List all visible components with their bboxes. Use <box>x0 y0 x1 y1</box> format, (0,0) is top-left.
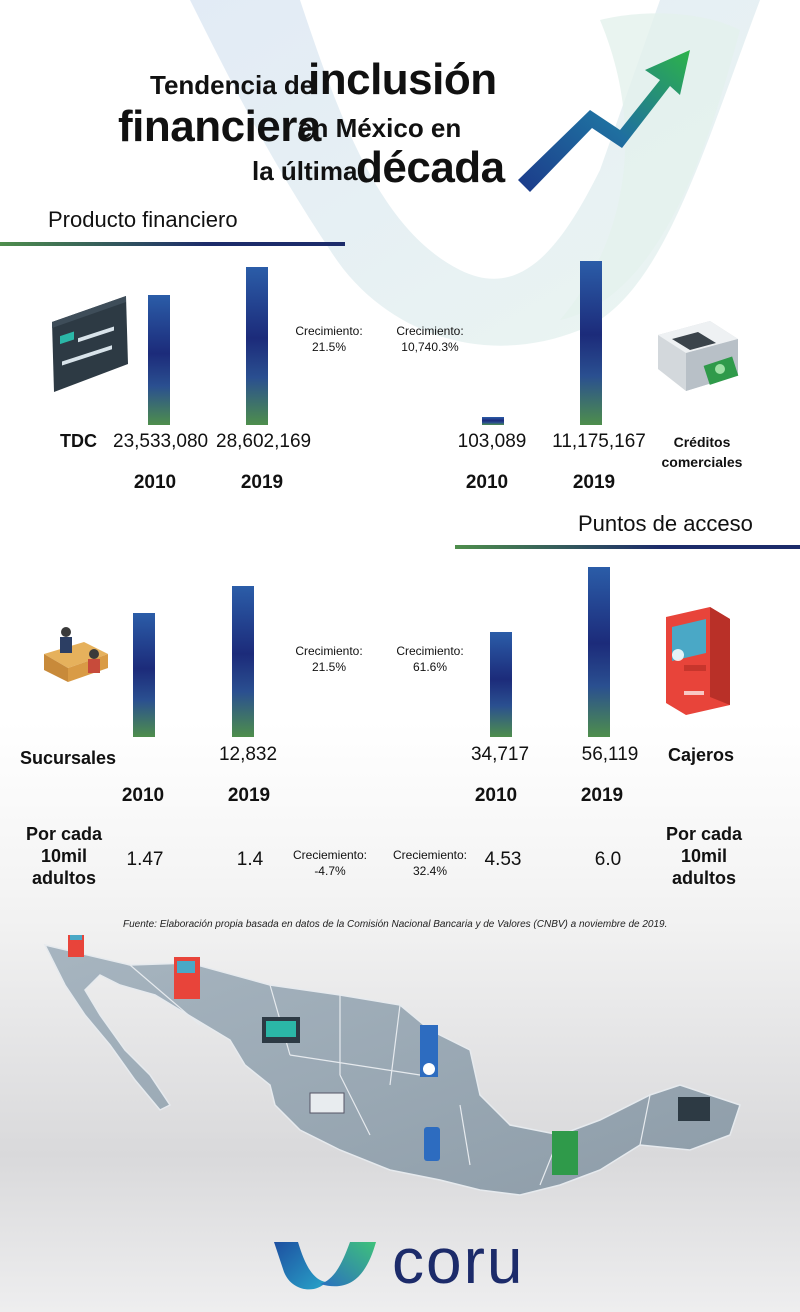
year-label: 2019 <box>240 472 284 493</box>
bar-creditos-2010 <box>482 417 504 425</box>
growth-label: Crecimiento: <box>396 324 464 338</box>
background-swoosh <box>190 0 760 346</box>
section-divider <box>0 242 345 246</box>
year-label: 2010 <box>474 785 518 806</box>
growth-label: Crecimiento: <box>295 324 363 338</box>
value-label-tdc-2019: 28,602,169 <box>216 431 312 452</box>
atm-icon <box>666 607 730 715</box>
bar-tdc-2010 <box>148 295 170 425</box>
credit-card-icon <box>52 296 128 392</box>
growth-label: Creciemiento: <box>392 848 468 862</box>
growth-sucursales: Crecimiento: 21.5% <box>290 643 368 675</box>
money-counter-icon <box>658 321 739 391</box>
per-value-cajeros-2019: 6.0 <box>594 849 622 870</box>
growth-tdc: Crecimiento: 21.5% <box>290 323 368 355</box>
title-part: década <box>356 143 505 192</box>
value-label-cajeros-2019: 56,119 <box>581 744 639 765</box>
title-part: inclusión <box>308 55 497 104</box>
per-value-sucursales-2010: 1.47 <box>126 849 164 870</box>
growth-value: -4.7% <box>314 864 346 878</box>
growth-label: Crecimiento: <box>295 644 363 658</box>
per-growth-cajeros: Creciemiento: 32.4% <box>386 847 474 879</box>
bank-branch-icon <box>44 627 108 682</box>
title-part: financiera <box>118 102 321 151</box>
value-label-sucursales-2019: 12,832 <box>218 744 278 765</box>
growth-label: Crecimiento: <box>396 644 464 658</box>
section-title-producto: Producto financiero <box>48 207 238 232</box>
bar-sucursales-2010 <box>133 612 155 737</box>
mexico-map <box>43 935 741 1196</box>
growth-cajeros: Crecimiento: 61.6% <box>392 643 468 675</box>
source-note: Fuente: Elaboración propia basada en dat… <box>123 919 668 930</box>
growth-arrow-icon <box>518 50 690 192</box>
growth-label: Creciemiento: <box>292 848 368 862</box>
title-part: en México en <box>298 113 462 143</box>
value-label-tdc-2010: 23,533,080 <box>113 431 209 452</box>
growth-value: 10,740.3% <box>401 340 459 354</box>
section-divider <box>455 545 800 549</box>
per-growth-sucursales: Creciemiento: -4.7% <box>286 847 374 879</box>
title-part: la última <box>252 156 358 186</box>
per-value-sucursales-2019: 1.4 <box>236 849 264 870</box>
value-label-creditos-2019: 11,175,167 <box>552 431 646 452</box>
growth-value: 61.6% <box>412 660 448 674</box>
year-label: 2019 <box>227 785 271 806</box>
growth-creditos: Crecimiento: 10,740.3% <box>388 323 472 355</box>
value-label-cajeros-2010: 34,717 <box>470 744 530 765</box>
bar-cajeros-2010 <box>490 631 512 737</box>
bar-creditos-2019 <box>580 261 602 425</box>
per-value-cajeros-2010: 4.53 <box>484 849 522 870</box>
per-adults-label-cajeros: Por cada 10mil adultos <box>665 824 743 888</box>
year-label: 2010 <box>465 472 509 493</box>
year-label: 2010 <box>121 785 165 806</box>
year-label: 2019 <box>572 472 616 493</box>
bar-cajeros-2019 <box>588 567 610 737</box>
per-adults-label-sucursales: Por cada 10mil adultos <box>25 824 103 888</box>
growth-value: 21.5% <box>311 660 347 674</box>
year-label: 2019 <box>580 785 624 806</box>
category-label-creditos: Créditos comerciales <box>661 434 743 470</box>
growth-value: 32.4% <box>412 864 448 878</box>
value-label-creditos-2010: 103,089 <box>457 431 527 452</box>
year-label: 2010 <box>133 472 177 493</box>
category-label-tdc: TDC <box>60 431 97 451</box>
coru-logo-text: coru <box>392 1225 525 1297</box>
bar-tdc-2019 <box>246 267 268 425</box>
section-title-puntos: Puntos de acceso <box>578 511 753 536</box>
category-label-cajeros: Cajeros <box>668 745 735 765</box>
coru-logo-icon <box>274 1242 376 1290</box>
title-part: Tendencia de <box>150 70 315 100</box>
category-label-sucursales: Sucursales <box>20 748 117 768</box>
growth-value: 21.5% <box>311 340 347 354</box>
bar-sucursales-2019 <box>232 586 254 737</box>
